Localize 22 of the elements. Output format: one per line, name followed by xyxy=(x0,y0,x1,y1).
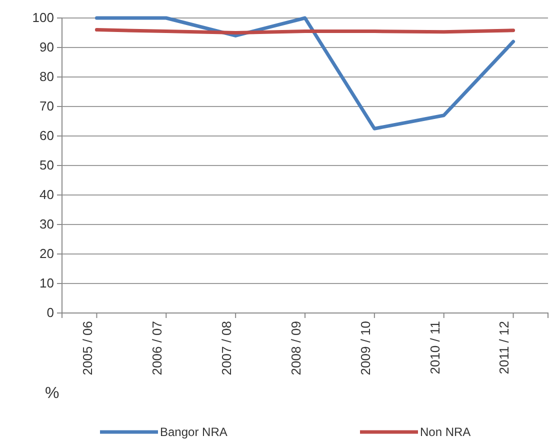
x-tick-label: 2010 / 11 xyxy=(427,321,442,374)
x-tick-label: 2005 / 06 xyxy=(80,321,96,376)
y-tick-label: 10 xyxy=(40,276,54,291)
y-tick-label: 60 xyxy=(40,128,54,144)
y-tick-label: 80 xyxy=(40,69,54,84)
y-tick-label: 90 xyxy=(40,40,54,55)
x-tick-label: 2007 / 08 xyxy=(219,321,234,376)
y-tick-label: 30 xyxy=(40,216,54,232)
x-tick-label: 2006 / 07 xyxy=(150,321,165,376)
y-tick-label: 70 xyxy=(40,98,54,114)
y-tick-label: 100 xyxy=(32,10,54,26)
y-tick-label: 0 xyxy=(46,305,54,320)
legend-label: Bangor NRA xyxy=(160,425,228,439)
x-tick-label: 2008 / 09 xyxy=(288,321,304,376)
line-series xyxy=(94,16,516,130)
x-tick-label: 2009 / 10 xyxy=(358,321,373,376)
y-tick-label: 50 xyxy=(40,158,54,173)
y-tick-label: 20 xyxy=(40,246,54,262)
y-tick-label: 40 xyxy=(40,187,54,202)
x-tick-label: 2011 / 12 xyxy=(496,321,512,374)
y-axis-title: % xyxy=(45,385,60,402)
legend-label: Non NRA xyxy=(420,425,471,439)
